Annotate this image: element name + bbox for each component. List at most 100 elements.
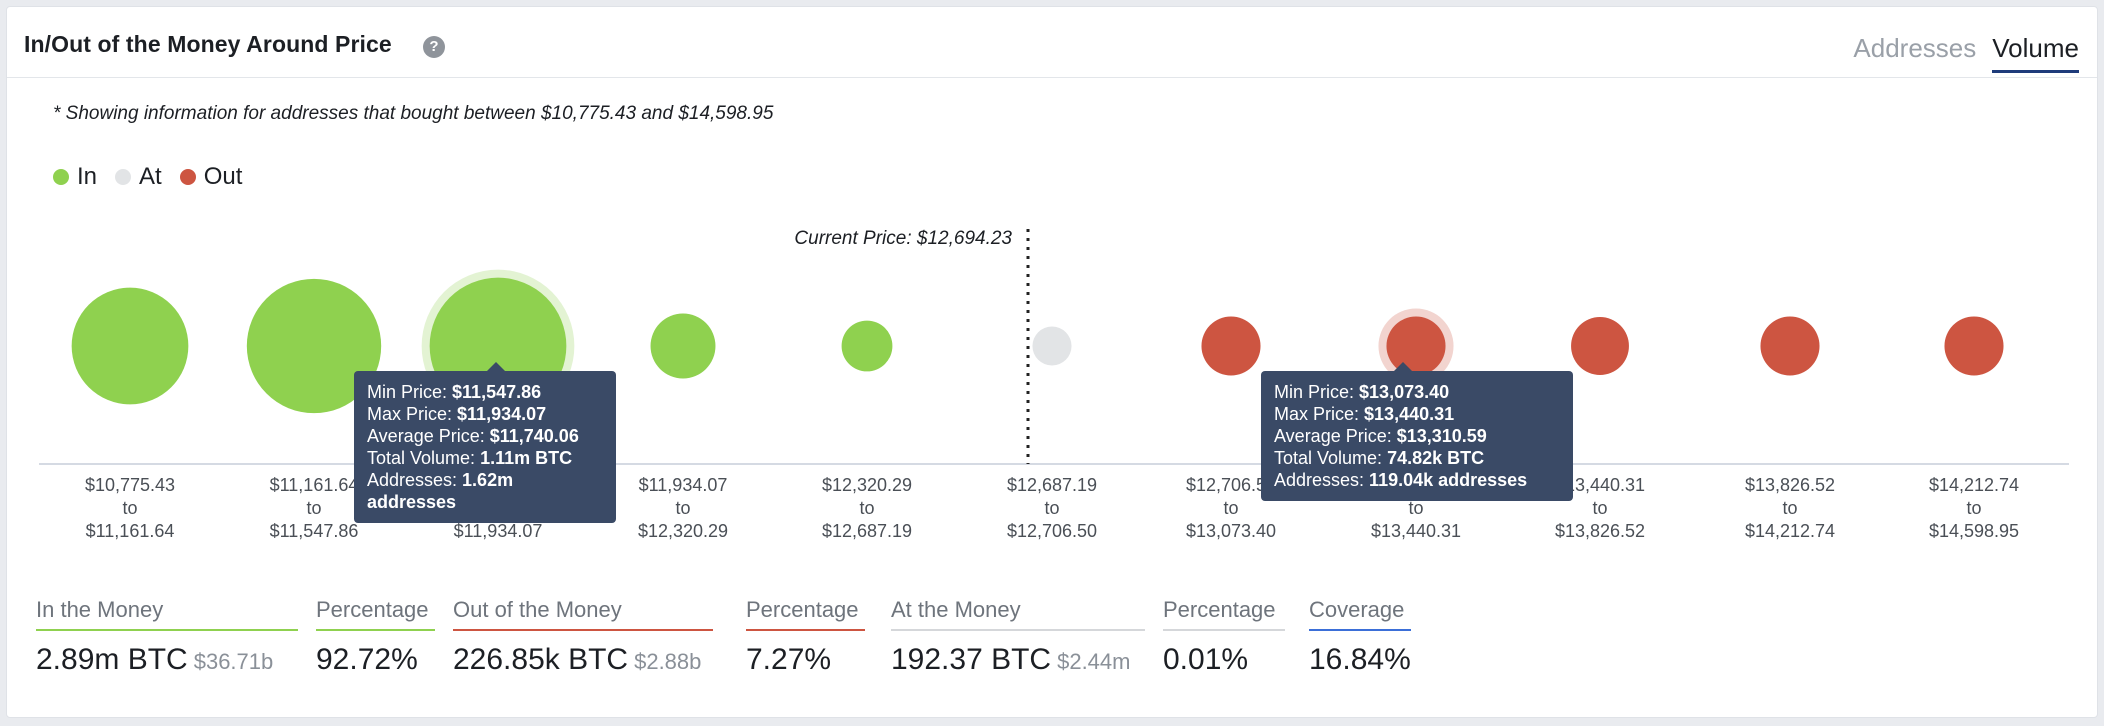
tab-addresses[interactable]: Addresses xyxy=(1853,33,1977,63)
tooltip-row-value: $13,073.40 xyxy=(1359,382,1450,402)
tooltip-row-value: $13,310.59 xyxy=(1396,426,1487,446)
bucket-to-label: $12,706.50 xyxy=(1007,521,1097,541)
legend-item-out[interactable]: Out xyxy=(179,163,243,191)
bucket-to-label: $13,073.40 xyxy=(1186,521,1276,541)
tooltip-row: Total Volume: 1.11m BTC xyxy=(367,447,603,469)
view-tabs: Addresses Volume xyxy=(1853,29,2079,73)
bubble-out[interactable] xyxy=(1760,316,1820,376)
tooltip-bucket-3: Min Price: $11,547.86 Max Price: $11,934.… xyxy=(354,362,616,523)
bucket-to-word: to xyxy=(1223,498,1238,518)
legend-label-at: At xyxy=(139,163,162,190)
question-circle-icon[interactable]: ? xyxy=(423,36,445,58)
bubble-in[interactable] xyxy=(650,313,716,379)
stat-value: 92.72% xyxy=(316,643,418,676)
bubble-out[interactable] xyxy=(1201,316,1261,376)
bucket-to-label: $11,934.07 xyxy=(454,521,543,541)
tooltip-row-label: Min Price: xyxy=(367,382,453,402)
stat-value: 226.85k BTC $2.88b xyxy=(453,643,702,676)
bucket-from-label: $10,775.43 xyxy=(85,475,175,495)
tooltip-row-label: Addresses: xyxy=(1274,470,1370,490)
bucket-to-label: $14,598.95 xyxy=(1929,521,2019,541)
bucket-to-label: $11,161.64 xyxy=(86,521,175,541)
bucket-to-word: to xyxy=(1782,498,1797,518)
bucket-from-label: $13,440.31 xyxy=(1555,475,1645,495)
tooltip-row: Total Volume: 74.82k BTC xyxy=(1274,447,1560,469)
bubble-at[interactable] xyxy=(1032,326,1072,366)
tooltip-row-value: 74.82k BTC xyxy=(1387,448,1485,468)
tooltip-row: Max Price: $13,440.31 xyxy=(1274,403,1560,425)
stat-coverage: Coverage 16.84% xyxy=(1309,597,1411,677)
bucket-to-label: $14,212.74 xyxy=(1745,521,1835,541)
bucket-to-label: $11,547.86 xyxy=(270,521,359,541)
stat-out-percentage: Percentage 7.27% xyxy=(746,597,865,677)
stat-label: At the Money xyxy=(891,597,1145,631)
bubble-out[interactable] xyxy=(1386,316,1446,376)
tooltip-row-value: $13,440.31 xyxy=(1364,404,1455,424)
tooltip-row-value: 1.11m BTC xyxy=(480,448,573,468)
stat-value: 7.27% xyxy=(746,643,832,676)
bucket-to-label: $13,440.31 xyxy=(1371,521,1461,541)
card-header: In/Out of the Money Around Price ? Addre… xyxy=(7,7,2097,78)
bubble-in[interactable] xyxy=(71,287,189,405)
tooltip-row-value: $11,934.07 xyxy=(457,404,547,424)
legend-dot-in xyxy=(53,169,69,185)
bubble-chart: Current Price: $12,694.23 $10,775.43 to $11… xyxy=(39,228,2069,541)
bucket-to-label: $12,687.19 xyxy=(822,521,912,541)
tooltip-row: Max Price: $11,934.07 xyxy=(367,403,603,425)
bucket-from-label: $12,687.19 xyxy=(1007,475,1097,495)
chart-legend: In At Out xyxy=(53,163,242,191)
range-note: * Showing information for addresses that… xyxy=(53,103,774,124)
bucket-to-word: to xyxy=(675,498,690,518)
stat-label: Percentage xyxy=(316,597,435,631)
bubble-out[interactable] xyxy=(1571,317,1629,375)
tooltip-row-label: Max Price: xyxy=(1274,404,1365,424)
tooltip-row-label: Average Price: xyxy=(367,426,490,446)
stat-at-percentage: Percentage 0.01% xyxy=(1163,597,1285,677)
current-price-label: Current Price: $12,694.23 xyxy=(794,228,1012,249)
stat-value: 16.84% xyxy=(1309,643,1411,676)
stat-value: 0.01% xyxy=(1163,643,1249,676)
card-title: In/Out of the Money Around Price xyxy=(24,31,392,57)
legend-label-out: Out xyxy=(203,163,243,190)
tooltip-row-label: Min Price: xyxy=(1274,382,1360,402)
bucket-from-label: $11,934.07 xyxy=(639,475,728,495)
bucket-from-label: $14,212.74 xyxy=(1929,475,2019,495)
bucket-from-label: $13,826.52 xyxy=(1745,475,1835,495)
tab-volume[interactable]: Volume xyxy=(1992,29,2079,73)
bucket-to-word: to xyxy=(1966,498,1981,518)
tooltip-row: Min Price: $13,073.40 xyxy=(1274,381,1560,403)
bucket-to-word: to xyxy=(1408,498,1423,518)
tooltip-row-value: 119.04k addresses xyxy=(1369,470,1528,490)
tooltip-row-label: Total Volume: xyxy=(1274,448,1388,468)
tooltip-row-value: $11,740.06 xyxy=(489,426,579,446)
tooltip-bucket-8: Min Price: $13,073.40 Max Price: $13,440.… xyxy=(1261,362,1573,501)
bucket-to-word: to xyxy=(1592,498,1607,518)
bucket-from-label: $11,161.64 xyxy=(270,475,359,495)
tooltip-row: Average Price: $11,740.06 xyxy=(367,425,603,447)
tooltip-row-label: Average Price: xyxy=(1274,426,1397,446)
stat-in-percentage: Percentage 92.72% xyxy=(316,597,435,677)
bubble-in[interactable] xyxy=(246,278,382,414)
legend-dot-at xyxy=(115,169,132,185)
tooltip-row-label: Max Price: xyxy=(367,404,458,424)
stat-value: 2.89m BTC $36.71b xyxy=(36,643,274,676)
legend-label-in: In xyxy=(77,163,98,190)
stat-label: Coverage xyxy=(1309,597,1411,631)
legend-item-at[interactable]: At xyxy=(115,163,162,191)
tooltip-row-value: 1.62m addresses xyxy=(367,470,514,512)
tooltip-row: Min Price: $11,547.86 xyxy=(367,381,603,403)
tooltip-row: Addresses: 1.62m addresses xyxy=(367,469,603,513)
bucket-to-label: $12,320.29 xyxy=(638,521,728,541)
bucket-to-word: to xyxy=(1044,498,1059,518)
bubble-out[interactable] xyxy=(1944,316,2004,376)
bucket-to-word: to xyxy=(859,498,874,518)
tooltip-row-label: Addresses: xyxy=(367,470,463,490)
bubble-in[interactable] xyxy=(841,320,893,372)
tooltip-row: Average Price: $13,310.59 xyxy=(1274,425,1560,447)
tooltip-row-value: $11,547.86 xyxy=(452,382,542,402)
legend-item-in[interactable]: In xyxy=(53,163,97,191)
bucket-to-label: $13,826.52 xyxy=(1555,521,1645,541)
bucket-to-word: to xyxy=(122,498,137,518)
stat-out-of-the-money: Out of the Money 226.85k BTC $2.88b xyxy=(453,597,713,677)
legend-dot-out xyxy=(179,169,196,185)
